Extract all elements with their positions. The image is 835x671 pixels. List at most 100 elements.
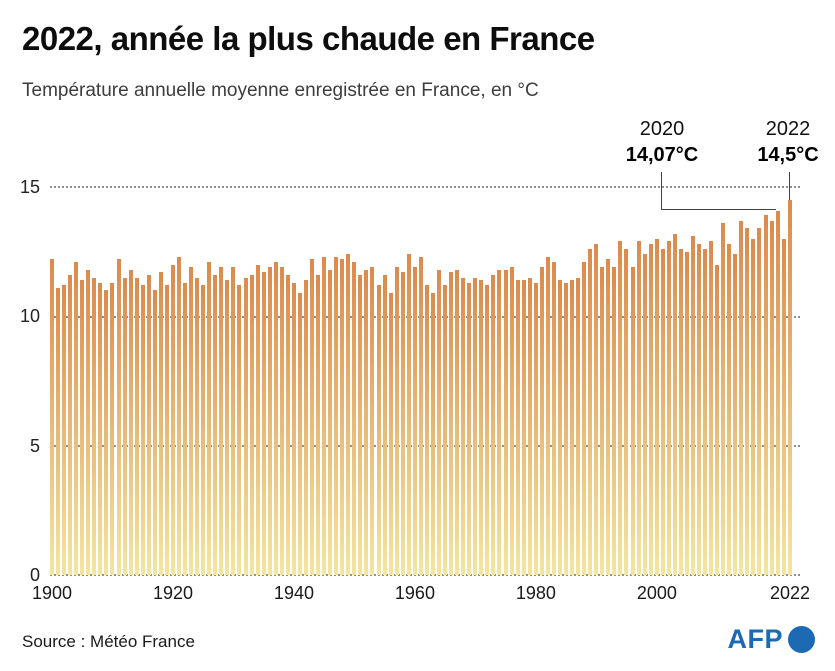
bar-1977 [515, 280, 520, 575]
bar-1913 [128, 269, 133, 575]
bar-1989 [588, 249, 593, 575]
afp-logo-circle-icon [788, 626, 815, 653]
bar-1992 [606, 259, 611, 575]
bar-1931 [237, 285, 242, 575]
bar-1961 [418, 256, 423, 575]
bar-1985 [563, 282, 568, 575]
afp-logo: AFP [727, 624, 815, 655]
afp-logo-text: AFP [727, 624, 783, 654]
bar-1928 [219, 267, 224, 575]
bar-2014 [739, 220, 744, 575]
bar-2004 [678, 249, 683, 575]
bar-1915 [140, 285, 145, 575]
bar-2011 [721, 223, 726, 575]
bar-1971 [479, 280, 484, 575]
bar-1979 [527, 277, 532, 575]
x-tick-label-2000: 2000 [636, 583, 677, 603]
bar-2005 [684, 251, 689, 575]
bar-1965 [443, 285, 448, 575]
bar-1925 [201, 285, 206, 575]
bar-1906 [86, 269, 91, 575]
bar-1940 [291, 282, 296, 575]
bar-1946 [328, 269, 333, 575]
bar-2006 [690, 236, 695, 575]
bar-1922 [183, 282, 188, 575]
bar-1983 [551, 262, 556, 575]
x-tick-label-1960: 1960 [394, 583, 435, 603]
bar-2012 [727, 243, 732, 575]
bar-2022 [787, 199, 792, 575]
bar-1945 [322, 256, 327, 575]
x-tick-label-1980: 1980 [515, 583, 556, 603]
bar-1914 [134, 277, 139, 575]
bar-1963 [430, 293, 435, 575]
bar-1934 [255, 264, 260, 575]
bar-1919 [164, 285, 169, 575]
y-tick-label-5: 5 [29, 436, 40, 456]
bar-2020 [775, 211, 780, 575]
bar-2018 [763, 215, 768, 575]
annotation-2022: 2022 14,5°C [733, 118, 835, 167]
bar-1986 [570, 280, 575, 575]
annotation-connector-2020-horizontal [661, 209, 776, 210]
bar-1921 [176, 256, 181, 575]
bar-1966 [449, 272, 454, 575]
annotation-2020-year: 2020 [639, 118, 685, 140]
bar-1905 [80, 280, 85, 575]
bar-1907 [92, 277, 97, 575]
bar-1951 [358, 274, 363, 575]
annotation-2022-year: 2022 [765, 118, 811, 140]
bar-2019 [769, 220, 774, 575]
bar-2021 [781, 238, 786, 575]
bar-1999 [648, 243, 653, 575]
bar-1995 [624, 249, 629, 575]
bar-1982 [545, 256, 550, 575]
bar-1972 [485, 285, 490, 575]
bar-1984 [557, 280, 562, 575]
bar-2001 [660, 249, 665, 575]
bar-1969 [467, 282, 472, 575]
bar-1910 [110, 282, 115, 575]
bar-1903 [68, 274, 73, 575]
x-axis-labels: 1900 1920 1940 1960 1980 2000 2022 [32, 583, 810, 607]
x-tick-label-1940: 1940 [273, 583, 314, 603]
x-tick-label-1920: 1920 [152, 583, 193, 603]
bar-1918 [158, 272, 163, 575]
annotation-connector-2020-vertical [661, 172, 662, 210]
bar-1948 [340, 259, 345, 575]
bar-1991 [600, 267, 605, 575]
bar-1909 [104, 290, 109, 575]
bar-1953 [370, 267, 375, 575]
gridline-15 [50, 186, 800, 188]
bar-1998 [642, 254, 647, 575]
bar-1932 [243, 277, 248, 575]
bar-1941 [297, 293, 302, 575]
x-tick-label-2022: 2022 [769, 583, 811, 603]
bar-1956 [388, 293, 393, 575]
bar-1996 [630, 267, 635, 575]
chart-subtitle: Température annuelle moyenne enregistrée… [22, 80, 539, 101]
bar-1976 [509, 267, 514, 575]
page-title: 2022, année la plus chaude en France [22, 20, 595, 57]
source-credit: Source : Météo France [22, 632, 195, 651]
bar-1973 [491, 274, 496, 575]
bar-1936 [267, 267, 272, 575]
bar-1950 [352, 262, 357, 575]
bar-1927 [213, 274, 218, 575]
bar-1988 [582, 262, 587, 575]
bar-1923 [189, 267, 194, 575]
bar-1967 [455, 269, 460, 575]
bar-1997 [636, 241, 641, 575]
bar-1902 [62, 285, 67, 575]
y-tick-label-0: 0 [29, 565, 40, 585]
bar-1978 [521, 280, 526, 575]
bar-1968 [461, 277, 466, 575]
plot-area [50, 187, 792, 575]
bar-1904 [74, 262, 79, 575]
x-tick-label-1900: 1900 [31, 583, 73, 603]
bar-1952 [364, 269, 369, 575]
bar-1938 [279, 267, 284, 575]
bar-1987 [576, 277, 581, 575]
bar-2007 [697, 243, 702, 575]
